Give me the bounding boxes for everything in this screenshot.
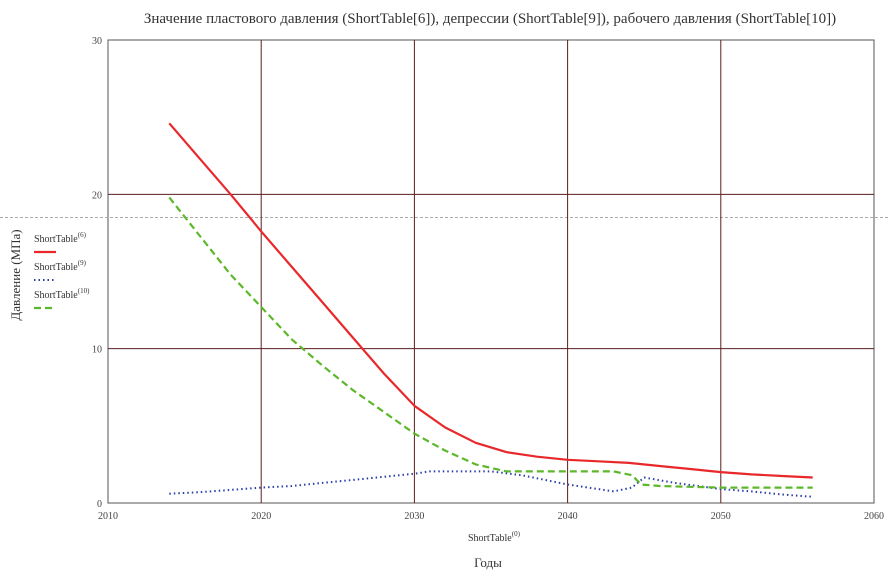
plot-frame [107,39,875,504]
y-axis-label: Давление (МПа) [8,229,23,320]
x-tick-label: 2040 [558,511,578,522]
svg-text:ShortTable(0): ShortTable(0) [468,530,521,544]
legend-label-1: ShortTable(9) [34,259,87,273]
x-axis-ticks: 2010 2020 2030 2040 2050 2060 [98,511,884,522]
x-tick-label: 2010 [98,511,118,522]
x-axis-variable-sup: (0) [512,530,521,538]
y-tick-label: 0 [97,499,102,510]
y-tick-label: 10 [92,345,102,356]
series-line-1 [169,470,813,498]
x-axis-variable-name: ShortTable [468,533,512,544]
series-line-2 [168,196,813,489]
series-layer [168,122,813,498]
legend-label-0: ShortTable(6) [34,231,87,245]
legend: ShortTable(6) ShortTable(9) ShortTable(10) [34,231,90,310]
x-tick-label: 2020 [251,511,271,522]
x-tick-label: 2050 [711,511,731,522]
x-axis-label: Годы [474,555,502,570]
legend-label-2: ShortTable(10) [34,287,90,301]
y-axis-ticks: 0 10 20 30 [92,36,102,510]
series-line-0 [168,122,813,479]
x-tick-label: 2030 [404,511,424,522]
y-tick-label: 30 [92,36,102,47]
x-tick-label: 2060 [864,511,884,522]
grid [108,40,874,503]
chart-title: Значение пластового давления (ShortTable… [144,11,836,27]
x-axis-variable: ShortTable(0) [468,530,521,544]
y-tick-label: 20 [92,190,102,201]
